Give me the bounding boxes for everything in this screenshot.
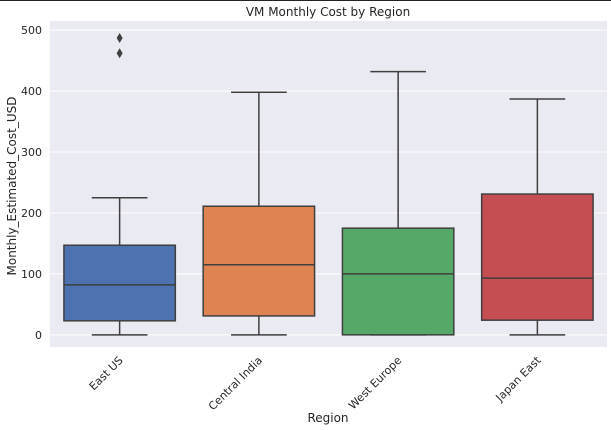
box-west-europe [341,70,455,336]
box-iqr [63,244,177,322]
box-plots [63,33,594,336]
y-axis-label: Monthly_Estimated_Cost_USD [5,97,19,276]
x-tick-label: East US [87,354,126,393]
top-edge-line [0,0,611,1]
y-tick-label: 500 [21,24,42,37]
y-tick-label: 100 [21,268,42,281]
outlier-point [116,33,123,44]
box-iqr [202,205,316,317]
y-tick-label: 400 [21,85,42,98]
x-tick-label: Central India [206,354,265,413]
box-iqr [480,193,594,321]
box-japan-east [480,98,594,336]
box-iqr [341,227,455,336]
box-central-india [202,91,316,336]
y-tick-label: 300 [21,146,42,159]
y-tick-label: 200 [21,207,42,220]
box-east-us [63,33,177,336]
x-tick-label: West Europe [346,354,404,412]
x-tick-label: Japan East [493,353,544,404]
x-axis-ticks: East US Central India West Europe Japan Eas… [87,353,544,413]
outlier-point [116,48,123,59]
y-tick-label: 0 [35,329,42,342]
chart-title: VM Monthly Cost by Region [246,5,410,19]
y-axis-ticks: 0 100 200 300 400 500 [21,24,42,342]
x-axis-label: Region [307,411,348,425]
